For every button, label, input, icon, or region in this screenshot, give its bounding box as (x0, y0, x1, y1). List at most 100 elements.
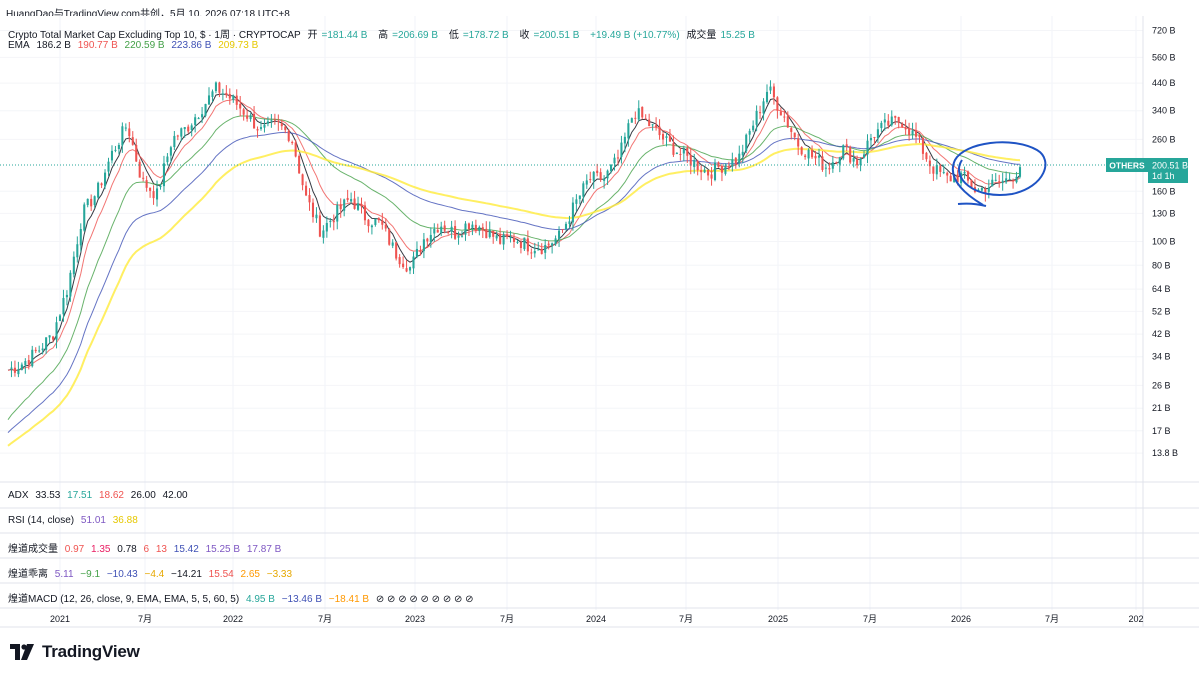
candle-body (204, 103, 207, 116)
candle-body (408, 267, 412, 271)
candle-body (322, 230, 325, 238)
volume-indicator-legend[interactable]: 煌道成交量 0.97 1.35 0.78 6 13 15.42 15.25 B … (8, 540, 285, 555)
candle-body (27, 360, 30, 365)
candle-body (852, 157, 855, 162)
candle-body (395, 242, 398, 259)
adx-value: 18.62 (98, 490, 124, 501)
x-axis-label: 2021 (50, 614, 70, 624)
candle-body (55, 322, 58, 340)
candle-body (547, 243, 550, 245)
candle-body (668, 135, 671, 142)
candle-body (242, 109, 245, 115)
candle-body (350, 199, 353, 202)
candle-body (748, 130, 751, 135)
candle-body (616, 157, 620, 159)
candle-body (62, 297, 65, 315)
vol-value: 6 (143, 544, 150, 555)
candle-body (1018, 167, 1022, 177)
candle-body (804, 155, 807, 158)
x-axis-label: 7月 (1045, 614, 1059, 624)
candle-body (679, 153, 682, 155)
vol-value: 15.42 (173, 544, 199, 555)
rsi-legend[interactable]: RSI (14, close) 51.01 36.88 (8, 515, 142, 526)
candle-body (381, 220, 384, 225)
x-axis-label: 7月 (679, 614, 693, 624)
deviation-legend[interactable]: 煌道乖离 5.11 −9.1 −10.43 −4.4 −14.21 15.54 … (8, 565, 296, 580)
candle-body (786, 116, 789, 128)
candle-body (648, 119, 651, 127)
candle-body (121, 126, 124, 146)
tradingview-logo-icon (10, 644, 34, 660)
symbol-legend[interactable]: Crypto Total Market Cap Excluding Top 10… (8, 26, 763, 41)
candle-body (138, 161, 141, 178)
volume-label: 成交量 15.25 B (686, 30, 755, 41)
y-axis-label: 21 B (1152, 403, 1171, 413)
macd-value: −13.46 B (281, 594, 322, 605)
candle-body (727, 167, 730, 169)
candle-body (76, 244, 79, 258)
candle-body (533, 251, 536, 254)
candle-body (762, 101, 765, 114)
candle-body (710, 174, 713, 179)
candle-body (86, 198, 89, 206)
candle-body (897, 117, 900, 123)
vol-value: 15.25 B (205, 544, 241, 555)
candle-body (686, 147, 689, 156)
candle-body (273, 119, 276, 121)
candle-body (980, 187, 983, 191)
change-value: +19.49 B (+10.77%) (590, 30, 680, 41)
badge-symbol: OTHERS (1109, 161, 1145, 171)
candle-body (856, 159, 859, 166)
candle-body (797, 138, 800, 147)
candle-body (627, 123, 630, 139)
candle-body (887, 120, 890, 126)
candle-body (582, 183, 585, 197)
vol-value: 0.78 (117, 544, 137, 555)
candle-body (610, 164, 613, 172)
x-axis-label: 2024 (586, 614, 606, 624)
candle-body (225, 92, 228, 96)
candle-body (869, 137, 873, 141)
candle-body (817, 155, 821, 158)
candle-body (519, 242, 522, 248)
candle-body (717, 162, 720, 168)
pane-separators (0, 16, 1199, 628)
candle-body (270, 120, 273, 122)
candle-body (935, 164, 938, 175)
dev-value: −9.1 (80, 569, 101, 580)
candle-body (107, 161, 110, 172)
candle-body (613, 157, 616, 164)
ema-legend[interactable]: EMA 186.2 B 190.77 B 220.59 B 223.86 B 2… (8, 40, 262, 51)
candle-body (800, 147, 803, 155)
candle-body (124, 127, 127, 129)
tradingview-logo[interactable]: TradingView (10, 642, 140, 662)
candle-body (554, 238, 557, 245)
candle-body (991, 179, 994, 187)
candle-body (370, 225, 373, 228)
badge-price: 200.51 B (1152, 161, 1188, 171)
candle-body (599, 172, 602, 180)
candle-body (398, 257, 401, 265)
macd-legend[interactable]: 煌道MACD (12, 26, close, 9, EMA, EMA, 5, 5… (8, 590, 478, 605)
candle-body (367, 219, 370, 227)
adx-legend[interactable]: ADX 33.53 17.51 18.62 26.00 42.00 (8, 490, 192, 501)
candle-body (1008, 178, 1011, 180)
candle-body (325, 222, 328, 232)
candle-body (551, 243, 554, 246)
candle-body (58, 315, 62, 322)
candle-body (419, 249, 422, 253)
candle-body (596, 170, 599, 174)
candle-body (159, 185, 162, 188)
x-axis-label: 2022 (223, 614, 243, 624)
y-axis-label: 720 B (1152, 26, 1176, 36)
candle-body (329, 220, 332, 222)
chart-attribution: HuangDao与TradingView.com共创，5月 10, 2026 0… (6, 9, 290, 20)
candle-body (249, 115, 252, 120)
candle-body (20, 364, 23, 371)
x-axis-label: 7月 (138, 614, 152, 624)
candle-body (478, 226, 481, 232)
candle-body (502, 234, 505, 245)
candle-body (932, 166, 935, 174)
candle-body (79, 228, 82, 246)
